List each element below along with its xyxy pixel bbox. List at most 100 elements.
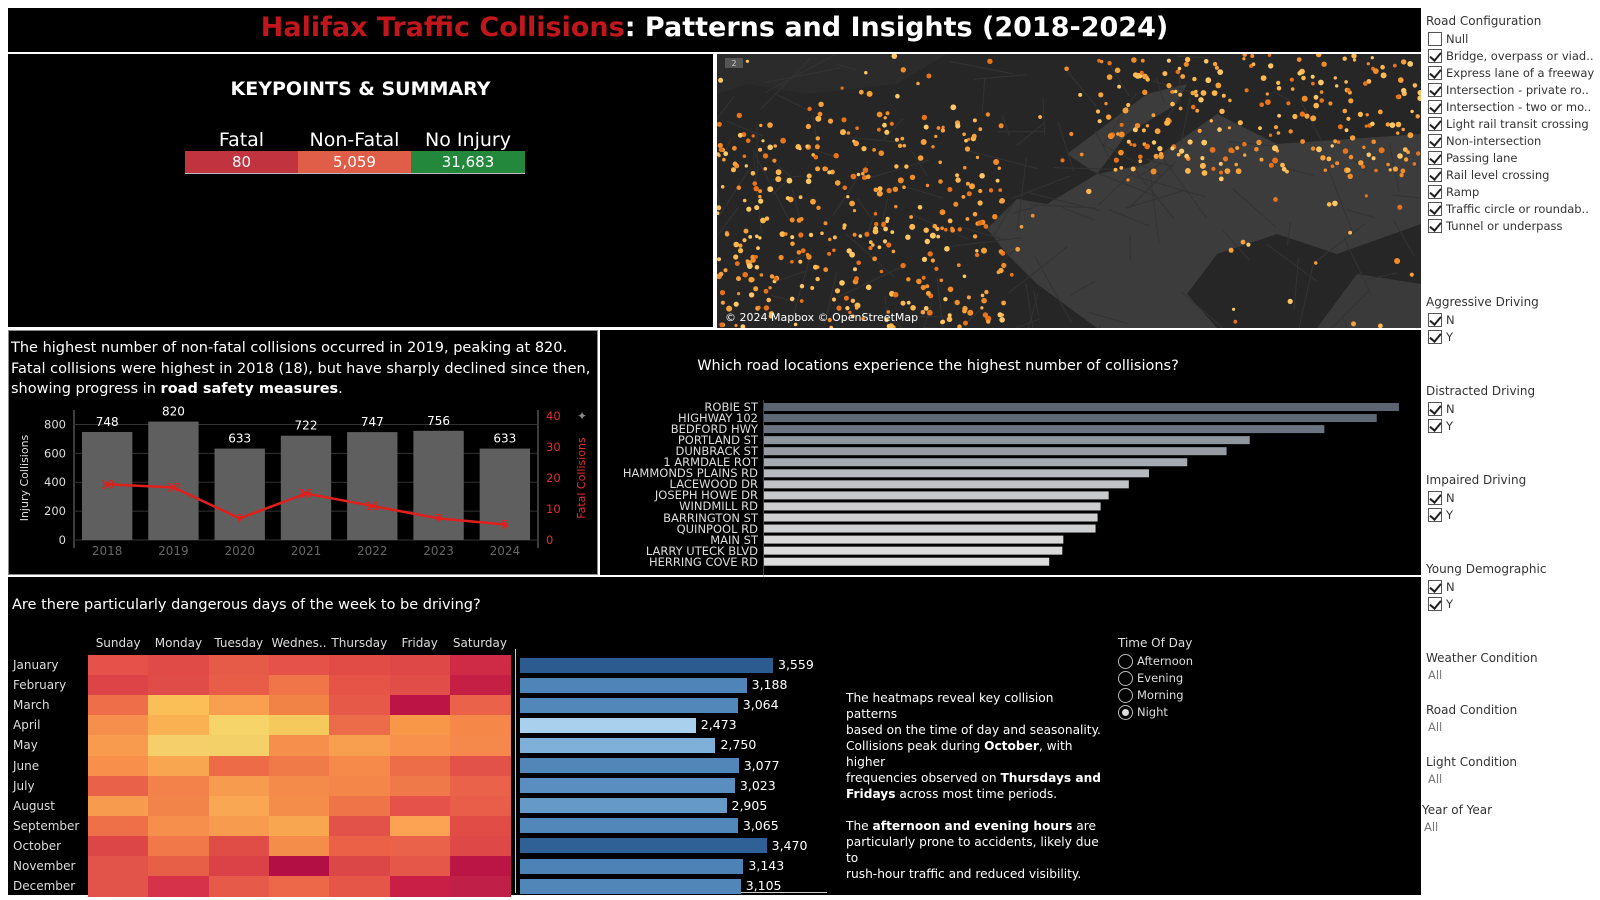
- filter-road-config-item[interactable]: Non-intersection: [1428, 133, 1541, 149]
- month-bar[interactable]: [520, 677, 747, 693]
- radio-night-circle[interactable]: [1118, 704, 1133, 720]
- heatmap-cell[interactable]: [449, 755, 511, 777]
- heatmap-cell[interactable]: [329, 735, 390, 756]
- heatmap-cell[interactable]: [148, 715, 210, 736]
- heatmap-cell[interactable]: [389, 655, 451, 676]
- fatal-point[interactable]: [369, 503, 375, 509]
- checkbox-icon[interactable]: [1428, 419, 1442, 433]
- checkbox-icon[interactable]: [1428, 330, 1442, 344]
- location-bar[interactable]: [764, 436, 1250, 445]
- heatmap-cell[interactable]: [88, 675, 149, 696]
- heatmap-cell[interactable]: [329, 655, 390, 676]
- heatmap-cell[interactable]: [208, 655, 270, 676]
- heatmap-cell[interactable]: [268, 876, 330, 897]
- month-bar[interactable]: [520, 778, 735, 794]
- heatmap-cell[interactable]: [208, 815, 270, 837]
- filter-road-config-item[interactable]: Intersection - private ro..: [1428, 82, 1589, 98]
- heatmap-cell[interactable]: [329, 675, 390, 696]
- checkbox-icon[interactable]: [1428, 402, 1442, 416]
- heatmap-cell[interactable]: [389, 795, 451, 817]
- fatal-point[interactable]: [303, 491, 309, 497]
- fatal-point[interactable]: [170, 484, 176, 490]
- filter-year-dropdown[interactable]: All: [1424, 820, 1439, 834]
- checkbox-icon[interactable]: [1428, 219, 1442, 233]
- filter-road-config-item[interactable]: Ramp: [1428, 184, 1479, 200]
- location-bar[interactable]: [764, 414, 1377, 423]
- heatmap-cell[interactable]: [88, 795, 149, 817]
- filter-aggressive-n[interactable]: N: [1428, 312, 1455, 328]
- location-bar[interactable]: [764, 447, 1227, 456]
- fatal-point[interactable]: [237, 515, 243, 521]
- heatmap-cell[interactable]: [449, 775, 511, 797]
- heatmap-cell[interactable]: [449, 715, 511, 736]
- injury-bar[interactable]: [347, 432, 398, 540]
- checkbox-icon[interactable]: [1428, 49, 1442, 63]
- checkbox-icon[interactable]: [1428, 508, 1442, 522]
- heatmap-cell[interactable]: [329, 815, 390, 837]
- heatmap-cell[interactable]: [88, 655, 149, 676]
- location-bar[interactable]: [764, 502, 1101, 511]
- checkbox-icon[interactable]: [1428, 580, 1442, 594]
- checkbox-icon[interactable]: [1428, 168, 1442, 182]
- heatmap-cell[interactable]: [208, 715, 270, 736]
- location-bar[interactable]: [764, 403, 1399, 411]
- heatmap-cell[interactable]: [389, 835, 451, 857]
- checkbox-icon[interactable]: [1428, 202, 1442, 216]
- heatmap-cell[interactable]: [208, 856, 270, 877]
- month-bar[interactable]: [520, 758, 739, 773]
- map-canvas[interactable]: 2 © 2024 Mapbox © OpenStreetMap: [717, 54, 1421, 328]
- heatmap-cell[interactable]: [449, 695, 511, 716]
- heatmap-cell[interactable]: [88, 876, 149, 897]
- filter-road-config-item[interactable]: Express lane of a freeway: [1428, 65, 1594, 81]
- heatmap-cell[interactable]: [208, 876, 270, 897]
- filter-road-config-item[interactable]: Passing lane: [1428, 150, 1518, 166]
- heatmap-cell[interactable]: [148, 815, 210, 837]
- pin-icon[interactable]: ✦: [577, 409, 587, 423]
- filter-road-condition-dropdown[interactable]: All: [1428, 720, 1443, 734]
- collision-map[interactable]: 2 © 2024 Mapbox © OpenStreetMap: [717, 54, 1421, 328]
- filter-road-config-item[interactable]: Traffic circle or roundab..: [1428, 201, 1589, 217]
- fatal-point[interactable]: [436, 515, 442, 521]
- month-bar[interactable]: [520, 858, 744, 874]
- filter-road-config-item[interactable]: Null: [1428, 31, 1468, 47]
- heatmap-cell[interactable]: [449, 655, 511, 676]
- heatmap-cell[interactable]: [148, 755, 210, 777]
- heatmap-cell[interactable]: [268, 675, 330, 696]
- heatmap-cell[interactable]: [88, 775, 149, 797]
- heatmap-cell[interactable]: [329, 715, 390, 736]
- heatmap-cell[interactable]: [148, 795, 210, 817]
- checkbox-icon[interactable]: [1428, 597, 1442, 611]
- heatmap-cell[interactable]: [268, 715, 330, 736]
- filter-distracted-y[interactable]: Y: [1428, 418, 1453, 434]
- heatmap-cell[interactable]: [389, 775, 451, 797]
- filter-impaired-y[interactable]: Y: [1428, 507, 1453, 523]
- heatmap-cell[interactable]: [208, 795, 270, 817]
- fatal-point[interactable]: [104, 481, 110, 487]
- heatmap-cell[interactable]: [329, 876, 390, 897]
- heatmap-cell[interactable]: [148, 675, 210, 696]
- injury-bar[interactable]: [148, 421, 199, 540]
- heatmap-cell[interactable]: [268, 755, 330, 777]
- heatmap-cell[interactable]: [88, 835, 149, 857]
- heatmap-cell[interactable]: [389, 715, 451, 736]
- location-bar[interactable]: [764, 469, 1149, 478]
- filter-road-config-item[interactable]: Bridge, overpass or viad..: [1428, 48, 1594, 64]
- fatal-point[interactable]: [502, 522, 508, 528]
- heatmap-cell[interactable]: [268, 735, 330, 756]
- month-bar[interactable]: [520, 878, 741, 894]
- heatmap-cell[interactable]: [329, 755, 390, 777]
- checkbox-icon[interactable]: [1428, 134, 1442, 148]
- heatmap-cell[interactable]: [148, 835, 210, 857]
- checkbox-icon[interactable]: [1428, 117, 1442, 131]
- radio-afternoon[interactable]: Afternoon: [1118, 653, 1193, 669]
- location-bar[interactable]: [764, 557, 1050, 566]
- heatmap-cell[interactable]: [148, 695, 210, 716]
- heatmap-cell[interactable]: [329, 835, 390, 857]
- heatmap-cell[interactable]: [88, 695, 149, 716]
- month-bar[interactable]: [520, 717, 696, 733]
- month-bar[interactable]: [520, 657, 773, 673]
- location-bar[interactable]: [764, 513, 1098, 522]
- radio-night[interactable]: Night: [1118, 704, 1168, 720]
- location-bar[interactable]: [764, 425, 1325, 434]
- heatmap-cell[interactable]: [208, 735, 270, 756]
